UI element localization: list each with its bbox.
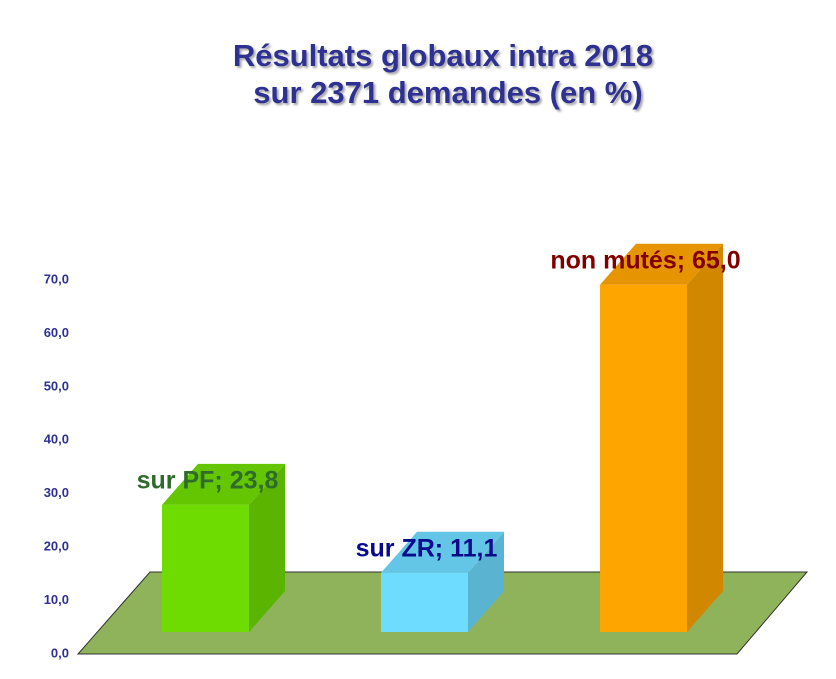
y-tick-label: 30,0 bbox=[44, 485, 69, 500]
bar-top bbox=[162, 463, 285, 505]
bar bbox=[162, 504, 249, 632]
y-tick-label: 70,0 bbox=[44, 271, 69, 286]
value-label: sur PF; 23,8 bbox=[137, 466, 279, 494]
y-tick-label: 10,0 bbox=[44, 592, 69, 607]
bar-side bbox=[468, 531, 504, 632]
bar bbox=[381, 572, 468, 632]
bar bbox=[600, 284, 687, 632]
bar-top bbox=[381, 531, 504, 573]
bar-side bbox=[687, 243, 723, 632]
value-label: sur ZR; 11,1 bbox=[356, 534, 498, 562]
bar-top bbox=[600, 243, 723, 285]
chart-subtitle: sur 2371 demandes (en %) bbox=[253, 75, 642, 110]
y-tick-label: 0,0 bbox=[51, 645, 69, 660]
y-tick-label: 40,0 bbox=[44, 432, 69, 447]
y-tick-label: 20,0 bbox=[44, 539, 69, 554]
y-tick-label: 60,0 bbox=[44, 325, 69, 340]
value-label: non mutés; 65,0 bbox=[550, 246, 740, 274]
y-tick-label: 50,0 bbox=[44, 378, 69, 393]
chart-title: Résultats globaux intra 2018 bbox=[233, 38, 653, 73]
bar-side bbox=[249, 463, 285, 632]
